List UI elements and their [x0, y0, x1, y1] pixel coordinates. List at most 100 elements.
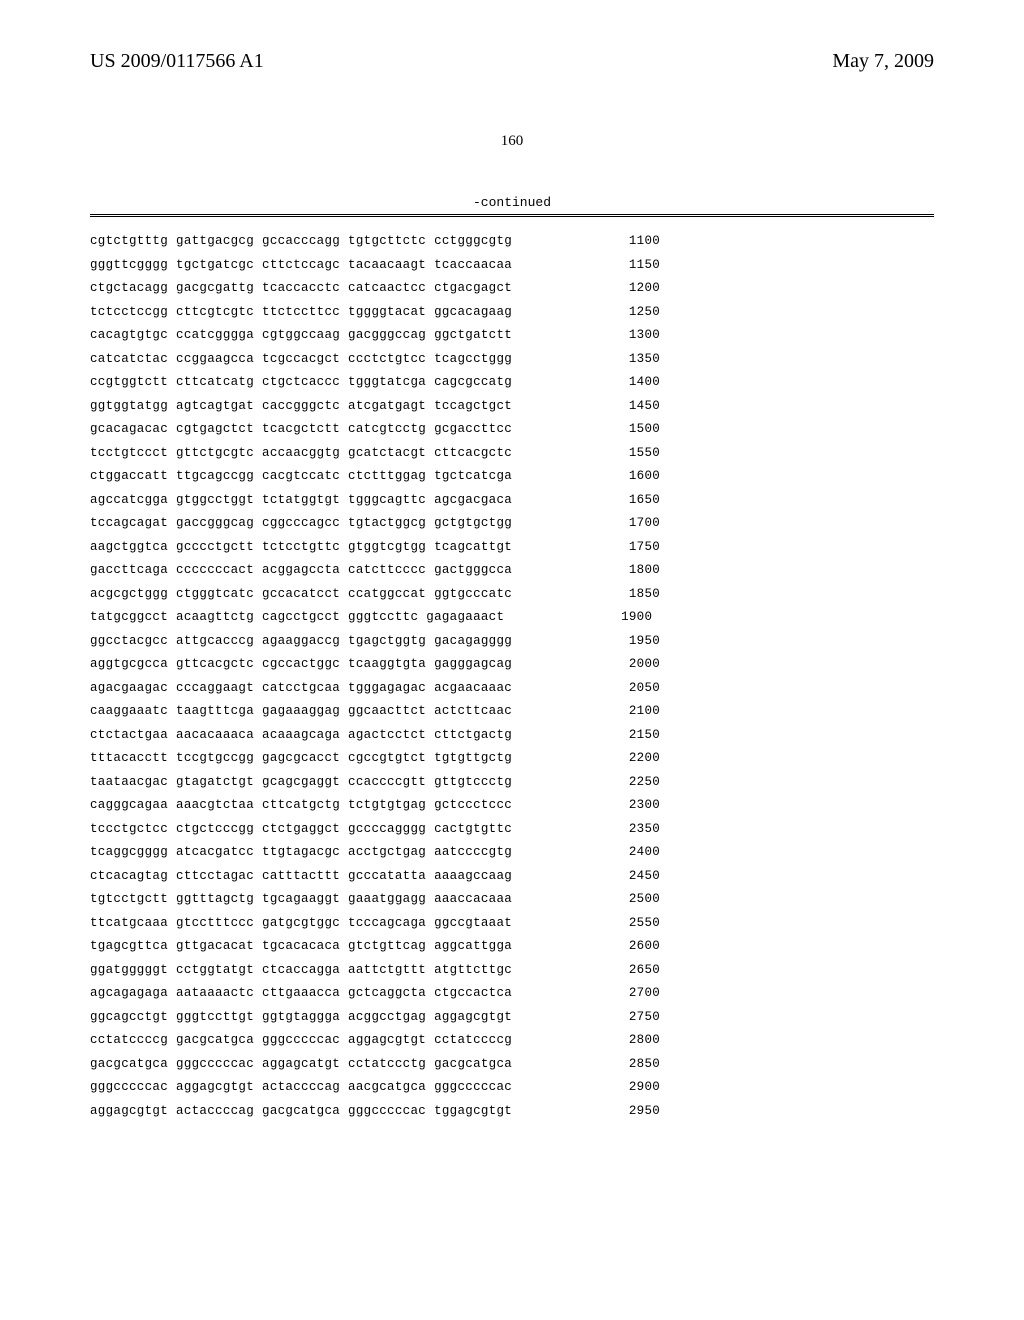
- sequence-block: catcatctac: [90, 353, 168, 366]
- sequence-block: ccatggccat: [348, 588, 426, 601]
- sequence-block: gctccctccc: [434, 799, 512, 812]
- sequence-block: catcctgcaa: [262, 682, 340, 695]
- sequence-block: tcagcctggg: [434, 353, 512, 366]
- sequence-row: gggcccccacaggagcgtgtactaccccagaacgcatgca…: [90, 1081, 934, 1094]
- sequence-block: gactgggcca: [434, 564, 512, 577]
- sequence-row: aggtgcgccagttcacgctccgccactggctcaaggtgta…: [90, 658, 934, 671]
- sequence-block: cgtggccaag: [262, 329, 340, 342]
- sequence-position: 2300: [615, 799, 660, 812]
- sequence-position: 2600: [615, 940, 660, 953]
- sequence-blocks: catcatctacccggaagccatcgccacgctccctctgtcc…: [90, 353, 520, 366]
- sequence-block: ggtgtaggga: [262, 1011, 340, 1024]
- sequence-block: tcacgctctt: [262, 423, 340, 436]
- sequence-row: tccctgctccctgctcccggctctgaggctgccccagggg…: [90, 823, 934, 836]
- sequence-block: tttacacctt: [90, 752, 168, 765]
- sequence-position: 1450: [615, 400, 660, 413]
- page-number: 160: [90, 133, 934, 150]
- sequence-block: acaaagcaga: [262, 729, 340, 742]
- sequence-block: ttgcagccgg: [176, 470, 254, 483]
- sequence-block: gtggtcgtgg: [348, 541, 426, 554]
- sequence-position: 1750: [615, 541, 660, 554]
- sequence-block: ggctgatctt: [434, 329, 512, 342]
- sequence-block: aggagcgtgt: [176, 1081, 254, 1094]
- sequence-block: accaacggtg: [262, 447, 340, 460]
- sequence-block: tgggcagttc: [348, 494, 426, 507]
- sequence-block: aacacaaaca: [176, 729, 254, 742]
- sequence-blocks: tgagcgttcagttgacacattgcacacacagtctgttcag…: [90, 940, 520, 953]
- sequence-block: ttgtagacgc: [262, 846, 340, 859]
- sequence-block: tgtgcttctc: [348, 235, 426, 248]
- sequence-block: aattctgttt: [348, 964, 426, 977]
- sequence-blocks: ggcagcctgtgggtccttgtggtgtagggaacggcctgag…: [90, 1011, 520, 1024]
- sequence-blocks: tttacacctttccgtgccgggagcgcacctcgccgtgtct…: [90, 752, 520, 765]
- sequence-block: cgccactggc: [262, 658, 340, 671]
- sequence-position: 1150: [615, 259, 660, 272]
- sequence-row: agcagagagaaataaaactccttgaaaccagctcaggcta…: [90, 987, 934, 1000]
- sequence-block: ctcaccagga: [262, 964, 340, 977]
- sequence-position: 1300: [615, 329, 660, 342]
- sequence-block: agcgacgaca: [434, 494, 512, 507]
- sequence-block: ggcacagaag: [434, 306, 512, 319]
- sequence-block: cactgtgttc: [434, 823, 512, 836]
- sequence-block: cagcgccatg: [434, 376, 512, 389]
- sequence-blocks: ggcctacgccattgcacccgagaaggaccgtgagctggtg…: [90, 635, 520, 648]
- sequence-blocks: tatgcggcctacaagttctgcagcctgcctgggtccttcg…: [90, 611, 512, 624]
- sequence-block: gaaatggagg: [348, 893, 426, 906]
- sequence-block: agacgaagac: [90, 682, 168, 695]
- sequence-block: ctggaccatt: [90, 470, 168, 483]
- sequence-block: ctctttggag: [348, 470, 426, 483]
- sequence-row: ggcagcctgtgggtccttgtggtgtagggaacggcctgag…: [90, 1011, 934, 1024]
- sequence-block: tctcctccgg: [90, 306, 168, 319]
- sequence-block: gggttcgggg: [90, 259, 168, 272]
- sequence-block: cggcccagcc: [262, 517, 340, 530]
- sequence-block: tcaggcgggg: [90, 846, 168, 859]
- sequence-block: cttctgactg: [434, 729, 512, 742]
- sequence-block: gggcccccac: [348, 1105, 426, 1118]
- sequence-position: 1500: [615, 423, 660, 436]
- sequence-block: cttcatcatg: [176, 376, 254, 389]
- sequence-block: tctgtgtgag: [348, 799, 426, 812]
- sequence-block: tgcagaaggt: [262, 893, 340, 906]
- sequence-row: tctcctccggcttcgtcgtcttctccttcctggggtacat…: [90, 306, 934, 319]
- sequence-position: 2700: [615, 987, 660, 1000]
- sequence-position: 2500: [615, 893, 660, 906]
- sequence-block: gcagcgaggt: [262, 776, 340, 789]
- sequence-position: 1100: [615, 235, 660, 248]
- sequence-block: gggcccccac: [434, 1081, 512, 1094]
- sequence-blocks: gaccttcagacccccccactacggagcctacatcttcccc…: [90, 564, 520, 577]
- sequence-blocks: ctggaccattttgcagccggcacgtccatcctctttggag…: [90, 470, 520, 483]
- sequence-row: gaccttcagacccccccactacggagcctacatcttcccc…: [90, 564, 934, 577]
- sequence-block: ctgctcaccc: [262, 376, 340, 389]
- sequence-block: cgtgagctct: [176, 423, 254, 436]
- sequence-row: ccgtggtcttcttcatcatgctgctcaccctgggtatcga…: [90, 376, 934, 389]
- sequence-position: 1700: [615, 517, 660, 530]
- sequence-block: acggcctgag: [348, 1011, 426, 1024]
- sequence-row: ggcctacgccattgcacccgagaaggaccgtgagctggtg…: [90, 635, 934, 648]
- sequence-block: ctctactgaa: [90, 729, 168, 742]
- sequence-block: tccagcagat: [90, 517, 168, 530]
- sequence-position: 1850: [615, 588, 660, 601]
- sequence-block: ctgggtcatc: [176, 588, 254, 601]
- sequence-block: tgagcgttca: [90, 940, 168, 953]
- sequence-block: tcccagcaga: [348, 917, 426, 930]
- sequence-block: gccccagggg: [348, 823, 426, 836]
- sequence-block: tggagcgtgt: [434, 1105, 512, 1118]
- sequence-row: ctgctacagggacgcgattgtcaccacctccatcaactcc…: [90, 282, 934, 295]
- sequence-block: caccgggctc: [262, 400, 340, 413]
- sequence-block: cttcctagac: [176, 870, 254, 883]
- sequence-block: cctatccccg: [434, 1034, 512, 1047]
- sequence-position: 2000: [615, 658, 660, 671]
- sequence-blocks: ggatgggggtcctggtatgtctcaccaggaaattctgttt…: [90, 964, 520, 977]
- sequence-block: tcaccacctc: [262, 282, 340, 295]
- sequence-block: ccggaagcca: [176, 353, 254, 366]
- sequence-block: tgtcctgctt: [90, 893, 168, 906]
- sequence-block: tgcacacaca: [262, 940, 340, 953]
- sequence-block: ggtttagctg: [176, 893, 254, 906]
- sequence-position: 2400: [615, 846, 660, 859]
- sequence-block: tgctcatcga: [434, 470, 512, 483]
- sequence-block: gggcccccac: [262, 1034, 340, 1047]
- sequence-blocks: agccatcggagtggcctggttctatggtgttgggcagttc…: [90, 494, 520, 507]
- sequence-blocks: gggcccccacaggagcgtgtactaccccagaacgcatgca…: [90, 1081, 520, 1094]
- sequence-row: gcacagacaccgtgagctcttcacgctcttcatcgtcctg…: [90, 423, 934, 436]
- sequence-blocks: ctgctacagggacgcgattgtcaccacctccatcaactcc…: [90, 282, 520, 295]
